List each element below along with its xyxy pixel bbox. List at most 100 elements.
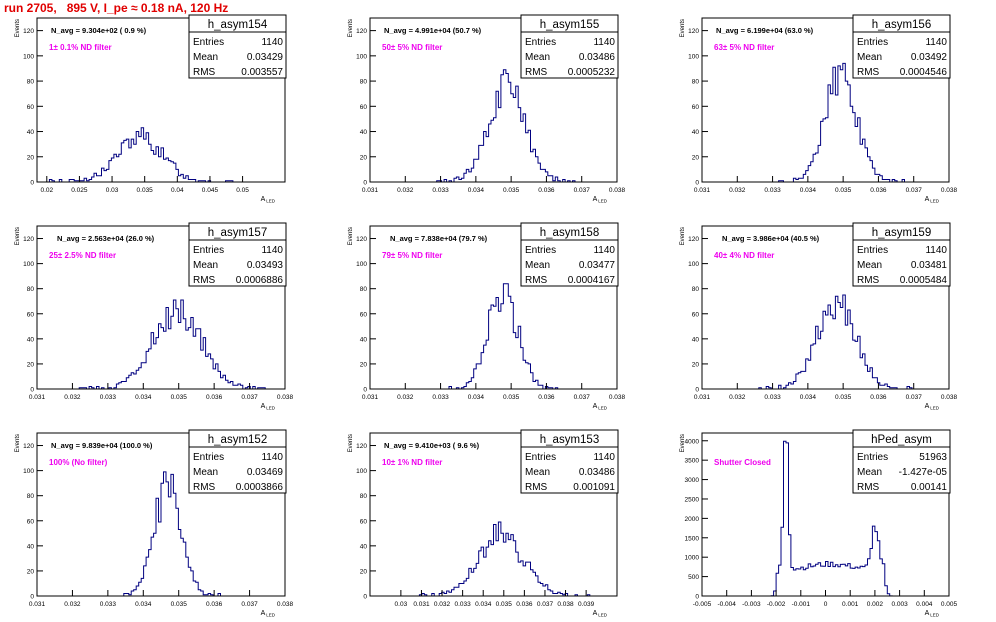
x-tick-label: 0.035: [835, 187, 852, 194]
navg-label: N_avg = 6.199e+04 (63.0 %): [716, 26, 814, 35]
x-axis-title: ALED: [593, 610, 608, 618]
hist-name: h_asym156: [872, 19, 931, 31]
y-tick-label: 0: [363, 387, 367, 394]
y-tick-label: 80: [27, 286, 35, 293]
y-tick-label: 60: [360, 518, 368, 525]
hist-name: h_asym152: [208, 434, 267, 446]
y-tick-label: 120: [356, 28, 367, 35]
y-tick-label: 120: [23, 443, 34, 450]
y-tick-label: 100: [356, 261, 367, 268]
x-tick-label: 0.037: [537, 601, 554, 608]
stats-value-rms: 0.001091: [573, 482, 615, 493]
stats-box: [520, 14, 619, 79]
stats-label-entries: Entries: [525, 245, 556, 256]
y-tick-label: 0: [30, 180, 34, 187]
stats-label-mean: Mean: [857, 52, 882, 63]
y-tick-label: 2500: [685, 496, 700, 503]
y-tick-label: 40: [360, 336, 368, 343]
x-tick-label: 0.04: [171, 187, 184, 194]
stats-value-mean: 0.03492: [911, 52, 948, 63]
x-tick-label: -0.001: [792, 601, 811, 608]
y-tick-label: 80: [27, 79, 35, 86]
x-tick-label: -0.005: [693, 601, 712, 608]
x-tick-label: 0.003: [891, 601, 908, 608]
plot-frame: [36, 432, 286, 597]
navg-label: N_avg = 9.410e+03 ( 9.6 %): [384, 441, 480, 450]
stats-label-rms: RMS: [857, 275, 880, 286]
stats-label-entries: Entries: [857, 37, 888, 48]
y-tick-label: 120: [356, 443, 367, 450]
hist-name: h_asym154: [208, 19, 268, 31]
histogram-line: [370, 283, 617, 390]
y-tick-label: 40: [360, 543, 368, 550]
stats-label-rms: RMS: [193, 275, 216, 286]
histogram-line: [702, 62, 949, 183]
y-tick-label: 40: [360, 129, 368, 136]
stats-value-mean: 0.03469: [247, 467, 284, 478]
y-tick-label: 0: [695, 594, 699, 601]
y-tick-label: 60: [692, 311, 700, 318]
x-tick-label: 0.035: [137, 187, 154, 194]
stats-box: [520, 429, 619, 494]
navg-label: N_avg = 9.839e+04 (100.0 %): [51, 441, 153, 450]
navg-label: N_avg = 9.304e+02 ( 0.9 %): [51, 26, 147, 35]
filter-note: 100% (No filter): [49, 458, 108, 467]
x-tick-label: -0.004: [717, 601, 736, 608]
stats-label-rms: RMS: [193, 482, 216, 493]
filter-note: 1± 0.1% ND filter: [49, 43, 112, 52]
stats-label-mean: Mean: [857, 260, 882, 271]
stats-box: [188, 14, 287, 79]
y-tick-label: 1000: [685, 555, 700, 562]
plot-frame: [369, 17, 618, 183]
y-tick-label: 40: [692, 129, 700, 136]
x-tick-label: 0.033: [764, 394, 781, 401]
filter-note: 79± 5% ND filter: [382, 251, 442, 260]
histogram-line: [702, 294, 949, 390]
x-tick-label: 0.038: [557, 601, 574, 608]
stats-box: [188, 429, 287, 494]
x-tick-label: 0.031: [694, 394, 711, 401]
stats-label-rms: RMS: [525, 275, 548, 286]
filter-note: 25± 2.5% ND filter: [49, 251, 116, 260]
x-tick-label: 0.001: [842, 601, 859, 608]
x-tick-label: 0.025: [71, 187, 88, 194]
filter-note: 10± 1% ND filter: [382, 458, 442, 467]
stats-label-entries: Entries: [193, 37, 224, 48]
y-tick-label: 20: [692, 154, 700, 161]
stats-value-rms: 0.003557: [241, 67, 283, 78]
x-tick-label: 0.034: [475, 601, 492, 608]
stats-value-entries: 1140: [925, 37, 947, 48]
x-tick-label: 0.002: [867, 601, 884, 608]
stats-value-rms: 0.0004167: [568, 275, 616, 286]
y-tick-label: 3500: [685, 458, 700, 465]
x-tick-label: 0.035: [171, 601, 188, 608]
x-tick-label: 0.033: [100, 394, 117, 401]
stats-label-rms: RMS: [525, 67, 548, 78]
y-tick-label: 20: [360, 568, 368, 575]
stats-label-rms: RMS: [525, 482, 548, 493]
filter-note: 40± 4% ND filter: [714, 251, 774, 260]
plot-frame: [36, 17, 286, 183]
stats-label-mean: Mean: [525, 467, 550, 478]
y-tick-label: 40: [27, 129, 35, 136]
y-tick-label: 80: [27, 493, 35, 500]
y-axis-title: Events: [15, 19, 21, 37]
y-tick-label: 60: [360, 104, 368, 111]
x-tick-label: 0.032: [64, 601, 81, 608]
x-tick-label: 0.032: [434, 601, 451, 608]
x-tick-label: 0.035: [503, 394, 520, 401]
x-tick-label: 0.031: [694, 187, 711, 194]
x-tick-label: 0.036: [870, 394, 887, 401]
y-tick-label: 40: [27, 336, 35, 343]
stats-value-rms: 0.00141: [911, 482, 948, 493]
x-tick-label: 0.038: [941, 394, 958, 401]
y-tick-label: 100: [356, 468, 367, 475]
hist-name: h_asym153: [540, 434, 599, 446]
stats-label-mean: Mean: [193, 260, 218, 271]
y-tick-label: 500: [688, 574, 699, 581]
stats-value-mean: 0.03477: [579, 260, 616, 271]
x-tick-label: 0.032: [729, 394, 746, 401]
panel-h_asym152: 0.031 0.032 0.033 0.034 0.035 0.036 0.037 0.038…: [15, 429, 294, 618]
y-tick-label: 120: [688, 236, 699, 243]
plot-frame: [701, 17, 950, 183]
